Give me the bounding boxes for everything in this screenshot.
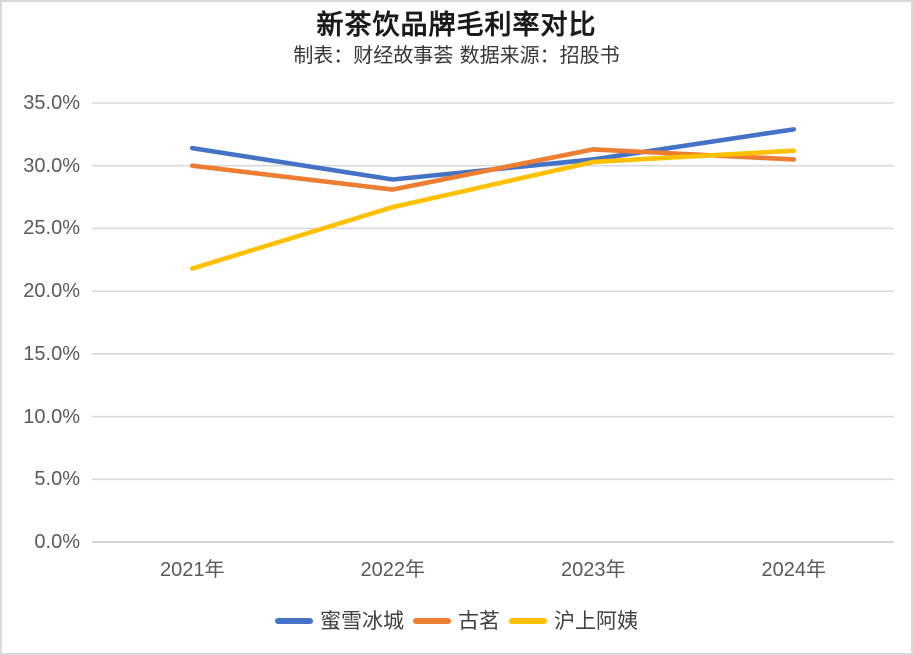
legend-line-swatch-icon (413, 618, 451, 624)
chart-header: 新茶饮品牌毛利率对比 制表：财经故事荟 数据来源：招股书 (2, 10, 911, 68)
legend-item-蜜雪冰城: 蜜雪冰城 (275, 608, 404, 634)
legend-label: 古茗 (458, 609, 500, 633)
legend-item-古茗: 古茗 (413, 608, 500, 634)
y-tick-label: 25.0% (23, 217, 80, 240)
y-tick-label: 5.0% (34, 468, 80, 491)
series-line-沪上阿姨 (189, 148, 797, 271)
x-tick-label: 2021年 (160, 559, 225, 581)
legend-line-swatch-icon (275, 618, 313, 624)
x-tick-label: 2024年 (761, 559, 827, 581)
chart-title: 新茶饮品牌毛利率对比 (316, 10, 597, 41)
legend-item-沪上阿姨: 沪上阿姨 (509, 608, 638, 634)
legend-line-swatch-icon (509, 618, 547, 624)
chart-legend: 蜜雪冰城 古茗 沪上阿姨 (2, 608, 911, 634)
chart-subtitle: 制表：财经故事荟 数据来源：招股书 (293, 43, 620, 67)
legend-label: 蜜雪冰城 (320, 609, 404, 633)
y-tick-label: 30.0% (23, 154, 80, 177)
y-tick-label: 35.0% (23, 92, 80, 114)
x-tick-label: 2022年 (360, 559, 426, 581)
y-tick-label: 0.0% (34, 531, 80, 553)
x-tick-label: 2023年 (561, 559, 626, 581)
y-tick-label: 10.0% (23, 405, 80, 428)
y-tick-label: 15.0% (23, 342, 80, 365)
y-tick-label: 20.0% (23, 280, 80, 303)
legend-label: 沪上阿姨 (554, 609, 638, 633)
